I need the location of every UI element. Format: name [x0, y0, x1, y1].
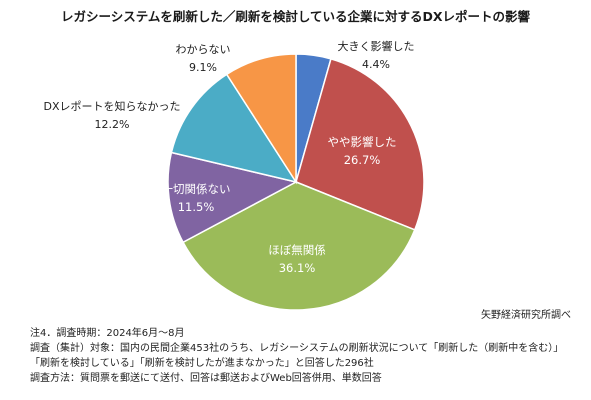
slice-label: 大きく影響した: [338, 39, 415, 53]
pie-chart: 大きく影響した 4.4% やや影響した 26.7% ほぼ無関係 36.1% 一切関係ない 11…: [43, 39, 425, 310]
pie-slice: [170, 73, 298, 184]
slice-value-label: 11.5%: [178, 200, 215, 214]
slice-label: DXレポートを知らなかった: [43, 99, 180, 113]
pie-slice: [295, 57, 425, 231]
slice-value-label: 26.7%: [344, 153, 381, 167]
slice-label: ほぼ無関係: [268, 243, 326, 257]
pie-slices: [167, 53, 425, 310]
pie-slice: [225, 53, 297, 185]
note-line: 「刷新を検討している」「刷新を検討したが進まなかった」と回答した296社: [30, 358, 374, 369]
source-credit: 矢野経済研究所調べ: [481, 310, 571, 321]
slice-value-label: 9.1%: [189, 61, 217, 74]
slice-value-label: 4.4%: [362, 58, 390, 71]
chart-title: レガシーシステムを刷新した／刷新を検討している企業に対するDXレポートの影響: [60, 9, 530, 24]
slice-value-label: 12.2%: [95, 118, 130, 131]
slice-label: やや影響した: [328, 135, 397, 149]
pie-labels: 大きく影響した 4.4% やや影響した 26.7% ほぼ無関係 36.1% 一切関係ない 11…: [43, 39, 414, 275]
slice-value-label: 36.1%: [279, 261, 316, 275]
note-line: 調査（集計）対象：国内の民間企業453社のうち、レガシーシステムの刷新状況につい…: [30, 343, 564, 354]
note-line: 注4．調査時期：2024年6月～8月: [30, 328, 185, 339]
slice-label: 一切関係ない: [162, 182, 231, 196]
note-line: 調査方法：質問票を郵送にて送付、回答は郵送およびWeb回答併用、単数回答: [30, 373, 382, 384]
survey-notes: 注4．調査時期：2024年6月～8月 調査（集計）対象：国内の民間企業453社の…: [30, 326, 580, 386]
slice-label: わからない: [176, 43, 231, 56]
pie-slice: [182, 181, 416, 310]
